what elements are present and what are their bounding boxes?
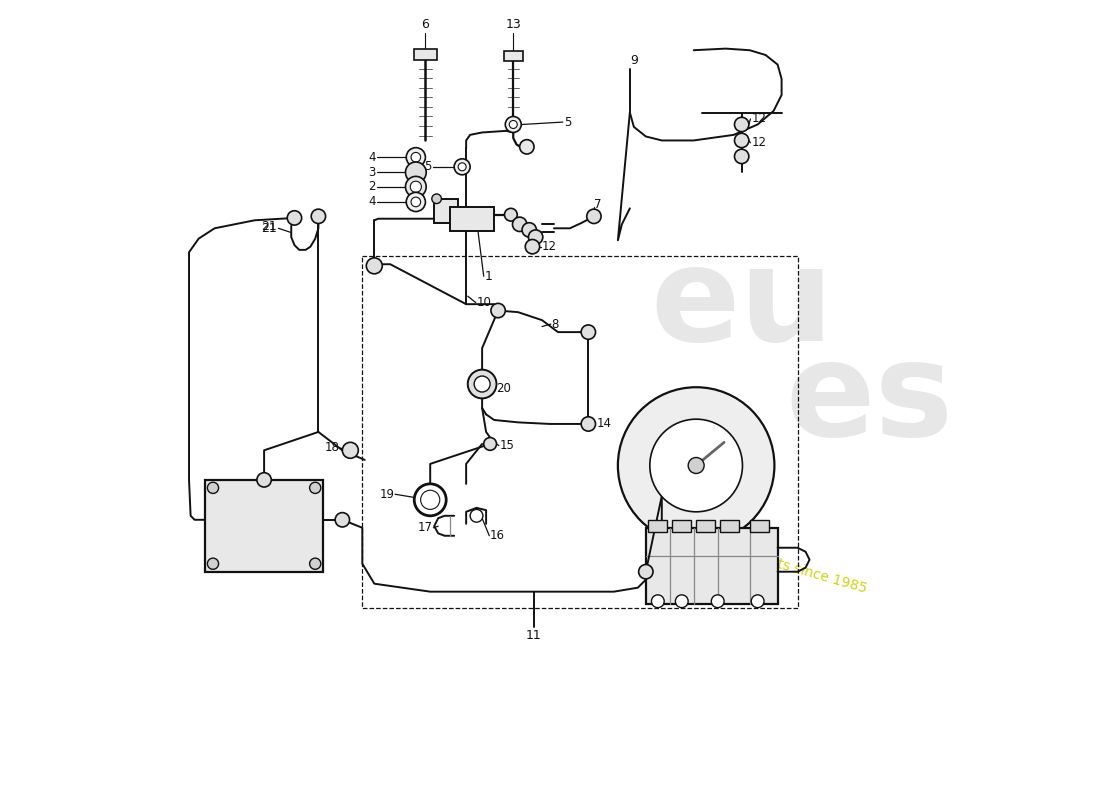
Text: 6: 6 xyxy=(421,18,429,31)
Text: 9: 9 xyxy=(630,54,638,67)
Bar xyxy=(750,520,769,532)
Circle shape xyxy=(208,482,219,494)
Circle shape xyxy=(411,153,420,162)
Circle shape xyxy=(712,595,724,608)
Circle shape xyxy=(406,192,426,211)
Circle shape xyxy=(454,159,470,174)
Text: 19: 19 xyxy=(379,488,394,501)
Circle shape xyxy=(735,134,749,148)
Text: 21: 21 xyxy=(261,222,277,234)
Text: 21: 21 xyxy=(261,220,277,234)
Circle shape xyxy=(406,162,426,182)
Text: 16: 16 xyxy=(491,530,505,542)
Circle shape xyxy=(522,222,537,237)
Circle shape xyxy=(586,209,601,223)
Bar xyxy=(415,49,437,60)
Text: es: es xyxy=(785,337,954,463)
Bar xyxy=(450,206,494,230)
Circle shape xyxy=(257,473,272,487)
Circle shape xyxy=(675,595,689,608)
Circle shape xyxy=(484,438,496,450)
Circle shape xyxy=(366,258,383,274)
Text: 8: 8 xyxy=(551,318,559,330)
Bar xyxy=(672,520,692,532)
Circle shape xyxy=(581,417,595,431)
Circle shape xyxy=(735,150,749,164)
Text: 15: 15 xyxy=(499,439,515,452)
Text: 4: 4 xyxy=(368,195,376,209)
Circle shape xyxy=(420,490,440,510)
Circle shape xyxy=(651,595,664,608)
Text: 5: 5 xyxy=(564,115,572,129)
Circle shape xyxy=(509,121,517,129)
Text: 7: 7 xyxy=(594,198,602,211)
Bar xyxy=(504,51,522,61)
Text: 12: 12 xyxy=(542,240,557,253)
Circle shape xyxy=(470,510,483,522)
Circle shape xyxy=(581,325,595,339)
Circle shape xyxy=(287,210,301,225)
Circle shape xyxy=(309,482,321,494)
Text: 10: 10 xyxy=(476,296,492,309)
Text: 20: 20 xyxy=(496,382,510,394)
Circle shape xyxy=(459,163,466,170)
Circle shape xyxy=(519,140,534,154)
Circle shape xyxy=(336,513,350,527)
Text: 18: 18 xyxy=(326,442,340,454)
Text: 3: 3 xyxy=(368,166,376,179)
Bar xyxy=(696,520,715,532)
Bar xyxy=(646,528,778,604)
Text: eu: eu xyxy=(650,241,834,368)
Circle shape xyxy=(474,376,491,392)
Circle shape xyxy=(411,197,420,206)
Text: a passion for parts since 1985: a passion for parts since 1985 xyxy=(663,524,868,595)
Circle shape xyxy=(491,303,505,318)
Circle shape xyxy=(618,387,774,544)
Circle shape xyxy=(208,558,219,570)
Circle shape xyxy=(513,217,527,231)
Circle shape xyxy=(410,181,421,192)
Circle shape xyxy=(505,117,521,133)
Circle shape xyxy=(639,565,653,579)
Circle shape xyxy=(689,458,704,474)
Text: 12: 12 xyxy=(751,112,767,126)
Circle shape xyxy=(650,419,743,512)
Bar xyxy=(648,520,668,532)
Bar xyxy=(720,520,739,532)
Circle shape xyxy=(342,442,359,458)
Text: 17: 17 xyxy=(418,522,432,534)
Circle shape xyxy=(309,558,321,570)
Circle shape xyxy=(505,208,517,221)
Circle shape xyxy=(311,209,326,223)
Circle shape xyxy=(528,230,542,244)
Circle shape xyxy=(735,118,749,132)
Circle shape xyxy=(751,595,764,608)
Circle shape xyxy=(468,370,496,398)
Text: 5: 5 xyxy=(425,160,432,174)
Circle shape xyxy=(525,239,540,254)
Text: 1: 1 xyxy=(484,270,493,282)
Circle shape xyxy=(406,148,426,167)
Text: 12: 12 xyxy=(751,136,767,150)
Text: 4: 4 xyxy=(368,150,376,164)
Circle shape xyxy=(432,194,441,203)
Bar xyxy=(434,198,459,222)
Text: 11: 11 xyxy=(526,629,542,642)
Text: 13: 13 xyxy=(505,18,521,31)
Text: 2: 2 xyxy=(368,180,376,194)
Bar xyxy=(362,256,798,608)
Text: 14: 14 xyxy=(596,418,612,430)
Bar xyxy=(205,480,323,572)
Circle shape xyxy=(406,176,426,197)
